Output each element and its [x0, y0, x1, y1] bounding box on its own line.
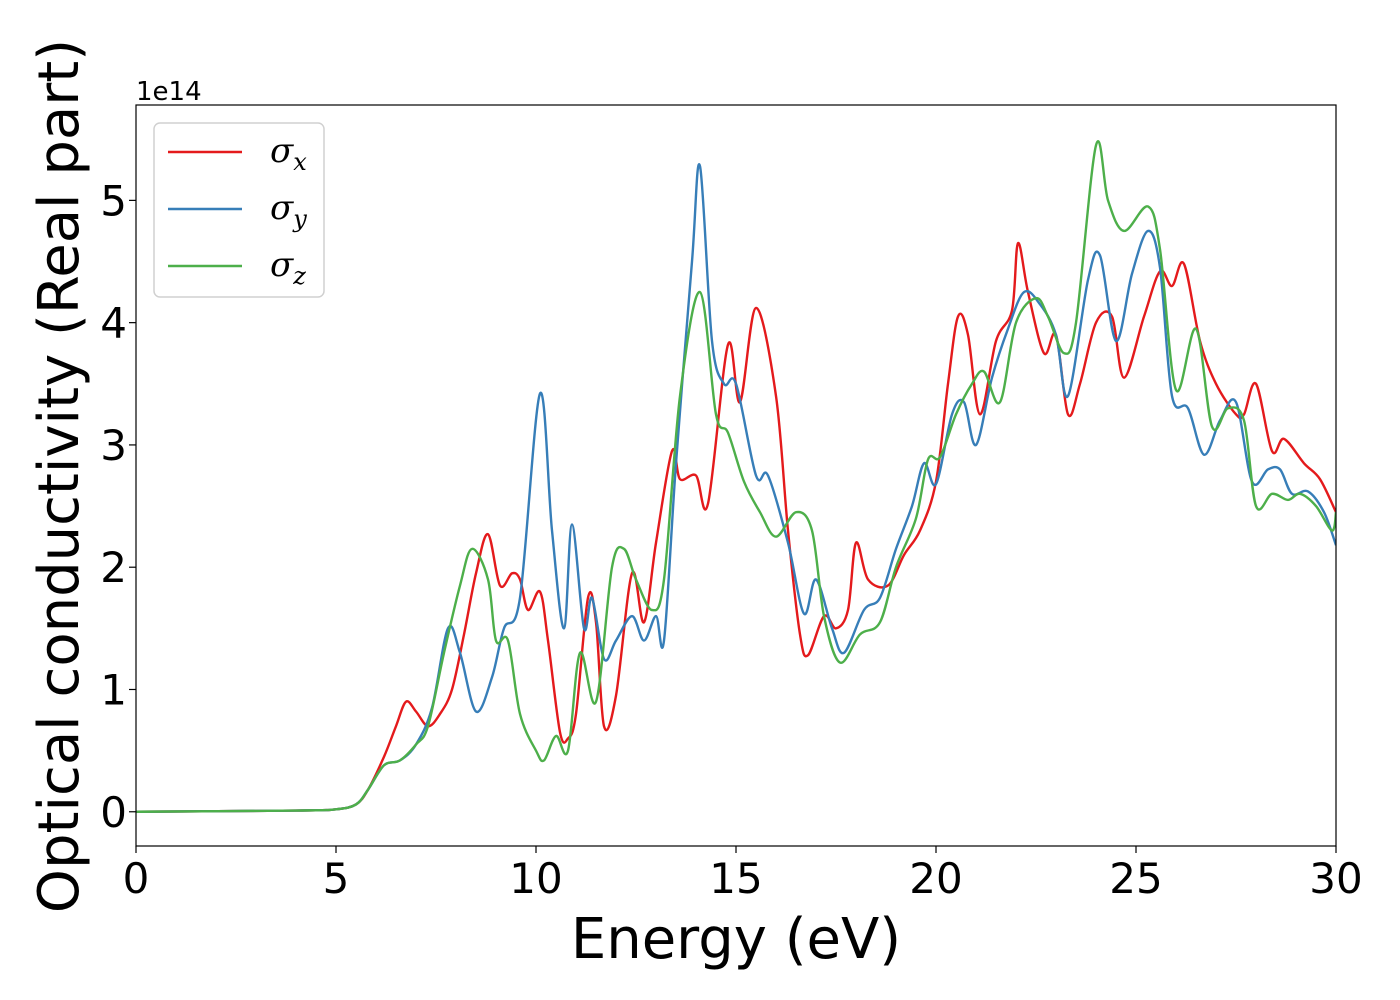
x-tick-label: 30	[1309, 854, 1362, 903]
y-offset-label: 1e14	[136, 77, 202, 107]
series-line-x	[136, 241, 1336, 813]
y-tick-label: 2	[100, 543, 127, 592]
x-tick-label: 25	[1109, 854, 1162, 903]
series-layer	[136, 140, 1336, 813]
y-tick-label: 3	[100, 421, 127, 470]
x-tick-label: 0	[123, 854, 150, 903]
x-tick-label: 5	[323, 854, 350, 903]
x-axis: 0 5 10 15 20 25 30	[123, 846, 1363, 903]
series-line-y	[136, 163, 1336, 813]
y-axis: 0 1 2 3 4 5	[100, 176, 136, 837]
y-axis-title: Optical conductivity (Real part)	[27, 39, 92, 913]
y-tick-label: 0	[100, 788, 127, 837]
series-line-z	[136, 140, 1336, 813]
y-tick-label: 5	[100, 176, 127, 225]
x-tick-label: 20	[909, 854, 962, 903]
x-axis-title: Energy (eV)	[571, 907, 901, 972]
y-tick-label: 4	[100, 299, 127, 348]
x-tick-label: 15	[709, 854, 762, 903]
x-tick-label: 10	[509, 854, 562, 903]
y-tick-label: 1	[100, 665, 127, 714]
